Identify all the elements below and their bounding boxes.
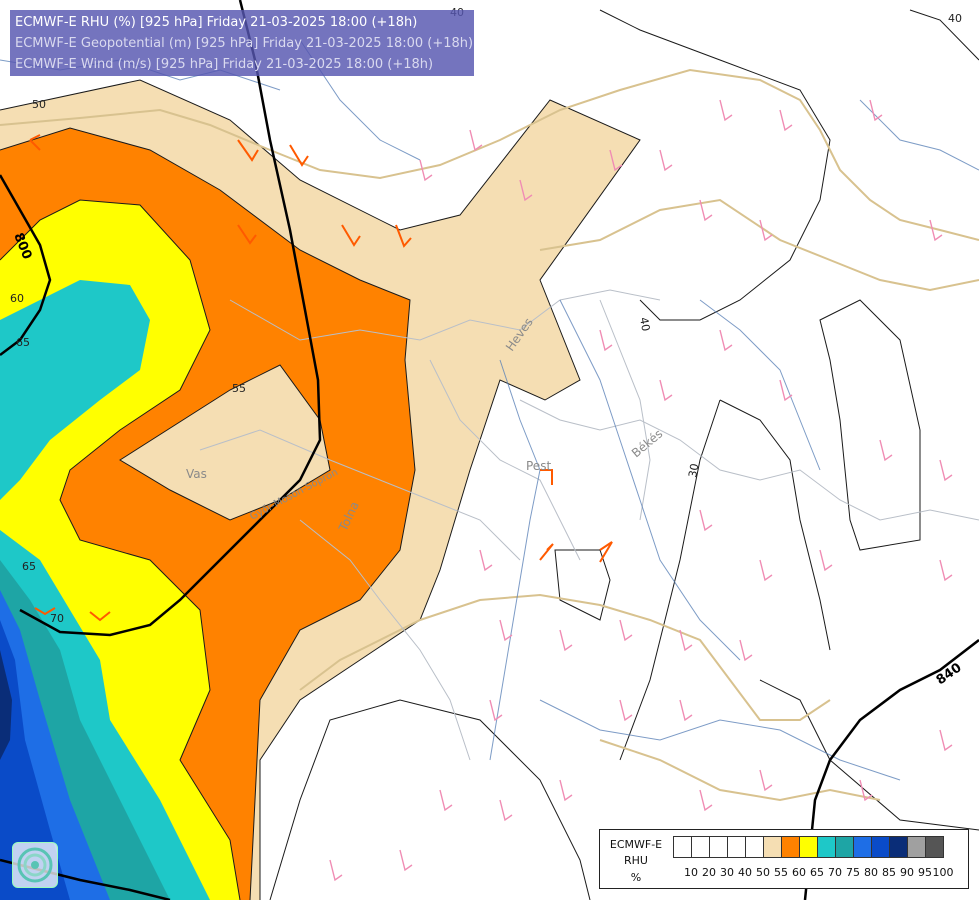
rhu-label: 70 <box>50 612 64 625</box>
legend-tick-label: 85 <box>882 866 896 879</box>
legend-swatch <box>674 836 692 858</box>
legend-swatch <box>818 836 836 858</box>
legend-tick-label: 75 <box>846 866 860 879</box>
legend-swatch <box>890 836 908 858</box>
legend-swatch <box>746 836 764 858</box>
legend-swatch <box>692 836 710 858</box>
rhu-label: 50 <box>32 98 46 111</box>
legend-tick-label: 70 <box>828 866 842 879</box>
legend-tick-label: 30 <box>720 866 734 879</box>
rhu-legend: ECMWF-E RHU % 10 20 30 40 50 55 60 65 70 75 80 85 90… <box>599 829 969 889</box>
rhu-band-85 <box>0 620 70 900</box>
legend-tick-label: 20 <box>702 866 716 879</box>
title-box: ECMWF-E RHU (%) [925 hPa] Friday 21-03-2… <box>10 10 474 76</box>
rhu-label: 55 <box>232 382 246 395</box>
rhu-label: 65 <box>16 336 30 349</box>
region-label-bekes: Békés <box>629 427 665 461</box>
rhu-band-70 <box>0 280 150 500</box>
rhu-label: 60 <box>10 292 24 305</box>
legend-swatch <box>782 836 800 858</box>
geopotential-label-840: 840 <box>934 660 965 688</box>
legend-tick-label: 50 <box>756 866 770 879</box>
wind-barbs-strong <box>29 134 613 622</box>
legend-tick-label: 40 <box>738 866 752 879</box>
legend-title-model: ECMWF-E <box>609 838 663 851</box>
ecmwf-swirl-logo-icon <box>12 842 58 888</box>
region-label-vas: Vas <box>186 467 207 481</box>
legend-title-var: RHU <box>624 854 648 867</box>
legend-tick-label: 65 <box>810 866 824 879</box>
legend-swatches <box>673 836 944 858</box>
legend-swatch <box>872 836 890 858</box>
legend-tick-label: 80 <box>864 866 878 879</box>
rhu-band-90 <box>0 650 12 760</box>
rhu-label: 30 <box>686 462 701 478</box>
legend-swatch <box>926 836 944 858</box>
rhu-label: 65 <box>22 560 36 573</box>
title-wind: ECMWF-E Wind (m/s) [925 hPa] Friday 21-0… <box>15 57 434 72</box>
title-rhu: ECMWF-E RHU (%) [925 hPa] Friday 21-03-2… <box>15 15 418 30</box>
region-borders <box>199 289 979 761</box>
legend-tick-label: 100 <box>932 866 954 879</box>
rhu-band-55-inner <box>120 365 330 520</box>
legend-swatch <box>800 836 818 858</box>
region-label-pest: Pest <box>526 459 551 473</box>
legend-swatch <box>764 836 782 858</box>
legend-swatch <box>908 836 926 858</box>
legend-swatch <box>728 836 746 858</box>
legend-swatch <box>854 836 872 858</box>
legend-tick-label: 55 <box>774 866 788 879</box>
rhu-label: 40 <box>637 316 652 332</box>
legend-tick-label: 60 <box>792 866 806 879</box>
legend-ticks: 10 20 30 40 50 55 60 65 70 75 80 85 90 95 100 <box>673 866 973 880</box>
rhu-contours <box>0 9 979 900</box>
legend-tick-label: 90 <box>900 866 914 879</box>
legend-unit: % <box>630 871 642 884</box>
legend-tick-label: 95 <box>918 866 932 879</box>
country-borders <box>0 68 979 802</box>
rhu-label: 40 <box>948 12 962 25</box>
title-geopotential: ECMWF-E Geopotential (m) [925 hPa] Frida… <box>15 36 474 51</box>
legend-swatch <box>710 836 728 858</box>
wind-barbs-light <box>329 99 953 882</box>
rivers <box>0 39 979 781</box>
legend-tick-label: 10 <box>684 866 698 879</box>
legend-swatch <box>836 836 854 858</box>
